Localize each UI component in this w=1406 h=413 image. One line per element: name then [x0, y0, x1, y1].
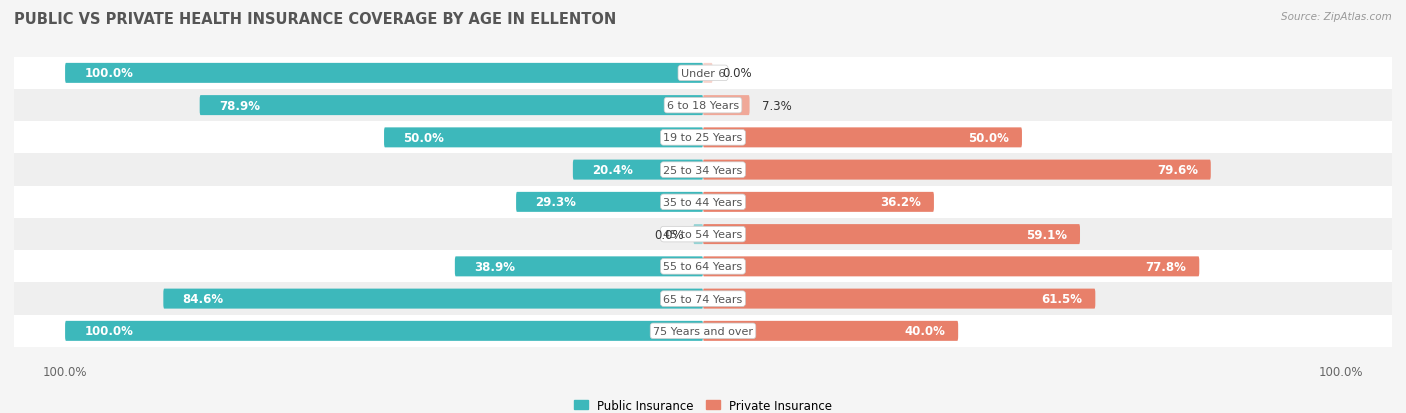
Text: 100.0%: 100.0% — [84, 325, 134, 337]
Text: 36.2%: 36.2% — [880, 196, 921, 209]
FancyBboxPatch shape — [703, 128, 1022, 148]
Text: 55 to 64 Years: 55 to 64 Years — [664, 262, 742, 272]
Text: 7.3%: 7.3% — [762, 100, 792, 112]
Bar — [1, 283, 1405, 315]
Text: 20.4%: 20.4% — [592, 164, 633, 177]
Text: 100.0%: 100.0% — [84, 67, 134, 80]
Bar — [1, 122, 1405, 154]
Text: 35 to 44 Years: 35 to 44 Years — [664, 197, 742, 207]
Text: 50.0%: 50.0% — [969, 132, 1010, 145]
Text: PUBLIC VS PRIVATE HEALTH INSURANCE COVERAGE BY AGE IN ELLENTON: PUBLIC VS PRIVATE HEALTH INSURANCE COVER… — [14, 12, 616, 27]
FancyBboxPatch shape — [65, 64, 703, 84]
Text: 75 Years and over: 75 Years and over — [652, 326, 754, 336]
Text: 50.0%: 50.0% — [404, 132, 444, 145]
FancyBboxPatch shape — [703, 192, 934, 212]
Text: 19 to 25 Years: 19 to 25 Years — [664, 133, 742, 143]
Text: 79.6%: 79.6% — [1157, 164, 1198, 177]
Bar — [1, 251, 1405, 283]
FancyBboxPatch shape — [163, 289, 703, 309]
Bar — [1, 186, 1405, 218]
FancyBboxPatch shape — [572, 160, 703, 180]
FancyBboxPatch shape — [703, 257, 1199, 277]
Text: 65 to 74 Years: 65 to 74 Years — [664, 294, 742, 304]
Text: 45 to 54 Years: 45 to 54 Years — [664, 230, 742, 240]
Text: 59.1%: 59.1% — [1026, 228, 1067, 241]
FancyBboxPatch shape — [703, 160, 1211, 180]
Bar — [1, 90, 1405, 122]
Text: 84.6%: 84.6% — [183, 292, 224, 305]
Text: 6 to 18 Years: 6 to 18 Years — [666, 101, 740, 111]
FancyBboxPatch shape — [693, 225, 703, 244]
Text: 61.5%: 61.5% — [1042, 292, 1083, 305]
FancyBboxPatch shape — [384, 128, 703, 148]
Bar — [1, 218, 1405, 251]
Text: 78.9%: 78.9% — [219, 100, 260, 112]
FancyBboxPatch shape — [703, 289, 1095, 309]
Text: 38.9%: 38.9% — [474, 260, 515, 273]
FancyBboxPatch shape — [703, 225, 1080, 244]
FancyBboxPatch shape — [65, 321, 703, 341]
Bar — [1, 57, 1405, 90]
FancyBboxPatch shape — [703, 96, 749, 116]
Text: 0.0%: 0.0% — [654, 228, 683, 241]
Bar — [1, 315, 1405, 347]
FancyBboxPatch shape — [456, 257, 703, 277]
Text: 40.0%: 40.0% — [904, 325, 945, 337]
Text: 29.3%: 29.3% — [536, 196, 576, 209]
Bar — [1, 154, 1405, 186]
Text: Source: ZipAtlas.com: Source: ZipAtlas.com — [1281, 12, 1392, 22]
Text: 25 to 34 Years: 25 to 34 Years — [664, 165, 742, 175]
Text: 0.0%: 0.0% — [723, 67, 752, 80]
FancyBboxPatch shape — [200, 96, 703, 116]
Legend: Public Insurance, Private Insurance: Public Insurance, Private Insurance — [569, 394, 837, 413]
Text: Under 6: Under 6 — [681, 69, 725, 78]
FancyBboxPatch shape — [516, 192, 703, 212]
FancyBboxPatch shape — [703, 321, 957, 341]
FancyBboxPatch shape — [703, 64, 713, 84]
Text: 77.8%: 77.8% — [1146, 260, 1187, 273]
